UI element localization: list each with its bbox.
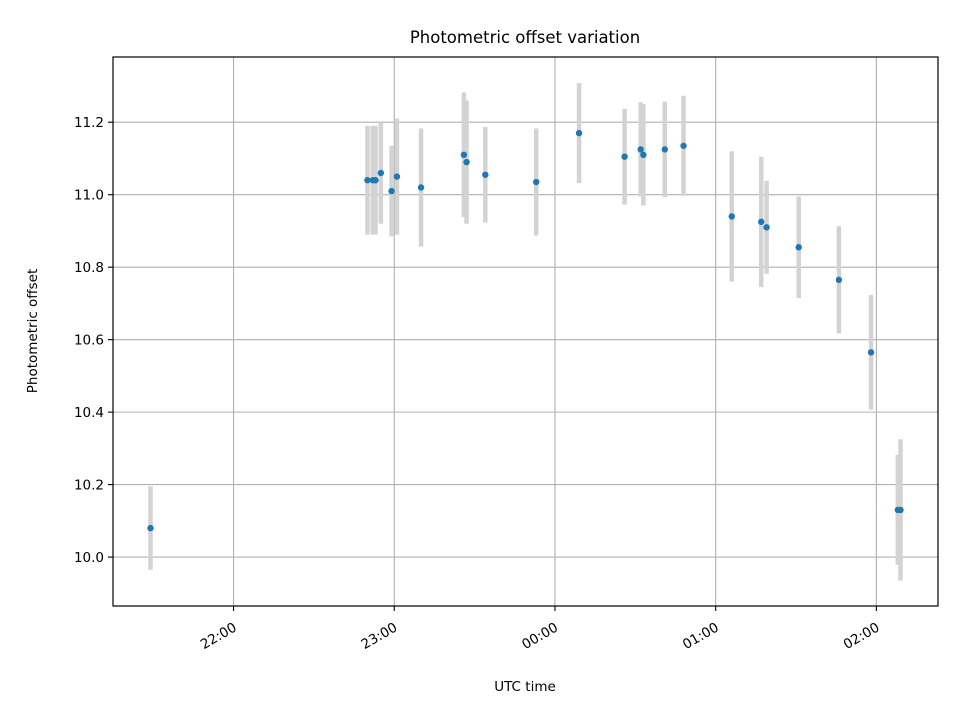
data-point — [758, 218, 765, 226]
data-point — [795, 244, 802, 251]
y-axis-ticks: 10.0 10.2 10.4 10.6 10.8 11.0 11.2 — [74, 115, 113, 566]
data-points — [147, 129, 904, 532]
data-point — [147, 524, 154, 532]
chart-title: Photometric offset variation — [410, 28, 640, 47]
data-point — [482, 171, 489, 178]
data-point — [377, 169, 385, 177]
data-point — [867, 349, 875, 356]
data-point — [680, 142, 687, 149]
data-point — [835, 276, 843, 284]
data-point — [728, 213, 735, 220]
data-point — [897, 506, 904, 514]
data-point — [661, 146, 668, 153]
data-point — [640, 151, 647, 159]
data-point — [575, 129, 583, 137]
data-point — [621, 153, 628, 160]
data-point — [463, 158, 470, 166]
y-tick-label: 10.6 — [74, 333, 104, 349]
x-axis-label: UTC time — [494, 679, 556, 695]
y-tick-label: 10.2 — [74, 478, 104, 494]
data-point — [417, 184, 425, 191]
data-point — [533, 178, 540, 186]
y-tick-label: 10.8 — [74, 260, 104, 276]
data-point — [460, 151, 468, 159]
y-tick-label: 10.0 — [74, 550, 104, 566]
data-point — [372, 177, 379, 184]
y-tick-label: 11.0 — [74, 188, 104, 204]
data-point — [393, 173, 401, 180]
data-point — [364, 177, 371, 184]
data-point — [388, 187, 395, 195]
y-tick-label: 11.2 — [74, 115, 104, 131]
plot-area — [113, 57, 938, 606]
y-tick-label: 10.4 — [74, 405, 104, 421]
data-point — [637, 146, 644, 153]
y-axis-label: Photometric offset — [25, 269, 41, 393]
plot-frame — [112, 56, 939, 607]
data-point — [763, 224, 770, 231]
